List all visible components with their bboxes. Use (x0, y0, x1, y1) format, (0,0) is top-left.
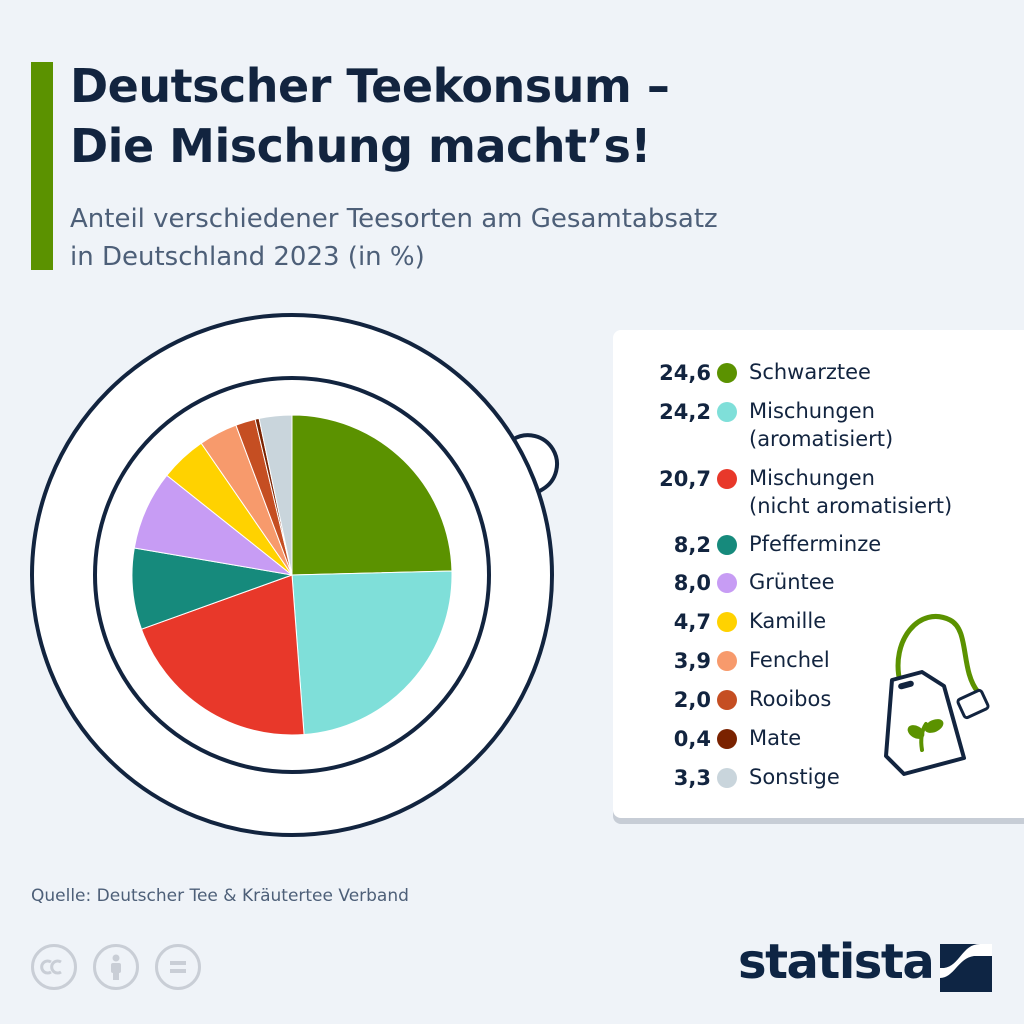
legend-item: 20,7 Mischungen (nicht aromatisiert) (613, 464, 1024, 518)
brand-name[interactable]: statista (738, 934, 935, 990)
pie (131, 414, 453, 736)
legend-swatch (717, 363, 737, 383)
accent-bar (31, 62, 53, 270)
legend-label: Rooibos (749, 685, 831, 713)
legend-swatch (717, 768, 737, 788)
legend-label-line: (nicht aromatisiert) (749, 494, 953, 518)
legend-swatch (717, 573, 737, 593)
legend-label-line: Sonstige (749, 765, 840, 789)
legend-swatch (717, 469, 737, 489)
creative-commons-icon[interactable] (31, 944, 77, 990)
legend-value: 3,3 (673, 766, 711, 790)
legend-label: Sonstige (749, 763, 840, 791)
teacup-pie-chart (30, 313, 560, 837)
pie-slice-9 (258, 414, 293, 576)
teabag-icon (884, 613, 990, 776)
statista-logo[interactable] (940, 944, 992, 992)
legend-item: 3,3 Sonstige (613, 763, 1024, 793)
legend-item: 8,2 Pfefferminze (613, 530, 1024, 560)
legend-label-line: Kamille (749, 609, 827, 633)
title-line-2: Die Mischung macht’s! (70, 119, 651, 173)
legend-item: 3,9 Fenchel (613, 646, 1024, 676)
legend-value: 8,2 (673, 533, 711, 557)
legend-swatch (717, 729, 737, 749)
legend-item: 2,0 Rooibos (613, 685, 1024, 715)
legend-value: 24,6 (659, 361, 711, 385)
subtitle-line-2: in Deutschland 2023 (in %) (70, 242, 425, 272)
pie-slice-1 (291, 570, 453, 736)
legend-label: Mischungen (aromatisiert) (749, 397, 893, 453)
legend-item: 0,4 Mate (613, 724, 1024, 754)
legend-swatch (717, 612, 737, 632)
legend-swatch (717, 651, 737, 671)
legend-label-line: Grüntee (749, 570, 835, 594)
legend-item: 4,7 Kamille (613, 607, 1024, 637)
subtitle-line-1: Anteil verschiedener Teesorten am Gesamt… (70, 204, 718, 234)
source-note: Quelle: Deutscher Tee & Kräutertee Verba… (31, 886, 409, 906)
pie-slice-0 (291, 414, 453, 576)
legend-label: Mischungen (nicht aromatisiert) (749, 464, 952, 520)
legend-value: 0,4 (673, 727, 711, 751)
chart-subtitle: Anteil verschiedener Teesorten am Gesamt… (70, 200, 718, 276)
legend-swatch (717, 402, 737, 422)
legend-value: 3,9 (673, 649, 711, 673)
legend-value: 8,0 (673, 571, 711, 595)
legend-label-line: Mate (749, 726, 802, 750)
legend-item: 24,6 Schwarztee (613, 358, 1024, 388)
legend-swatch (717, 535, 737, 555)
legend-swatch (717, 690, 737, 710)
legend-label: Schwarztee (749, 358, 871, 386)
legend-label: Pfefferminze (749, 530, 881, 558)
legend-item: 24,2 Mischungen (aromatisiert) (613, 397, 1024, 451)
legend-label: Kamille (749, 607, 826, 635)
legend-value: 20,7 (659, 467, 711, 491)
title-line-1: Deutscher Teekonsum – (70, 59, 670, 113)
chart-title: Deutscher Teekonsum – Die Mischung macht… (70, 56, 670, 176)
legend-label: Fenchel (749, 646, 830, 674)
no-derivatives-icon[interactable] (155, 944, 201, 990)
legend-value: 4,7 (673, 610, 711, 634)
legend-label-line: Pfefferminze (749, 532, 882, 556)
legend-label-line: Fenchel (749, 648, 830, 672)
legend-item: 8,0 Grüntee (613, 568, 1024, 598)
legend-label: Mate (749, 724, 801, 752)
legend-label-line: Schwarztee (749, 360, 871, 384)
legend-label-line: Mischungen (749, 466, 875, 490)
legend-label-line: Rooibos (749, 687, 832, 711)
attribution-icon[interactable] (93, 944, 139, 990)
legend-value: 24,2 (659, 400, 711, 424)
legend-value: 2,0 (673, 688, 711, 712)
legend-label-line: Mischungen (749, 399, 875, 423)
legend-label-line: (aromatisiert) (749, 427, 894, 451)
legend-label: Grüntee (749, 568, 835, 596)
